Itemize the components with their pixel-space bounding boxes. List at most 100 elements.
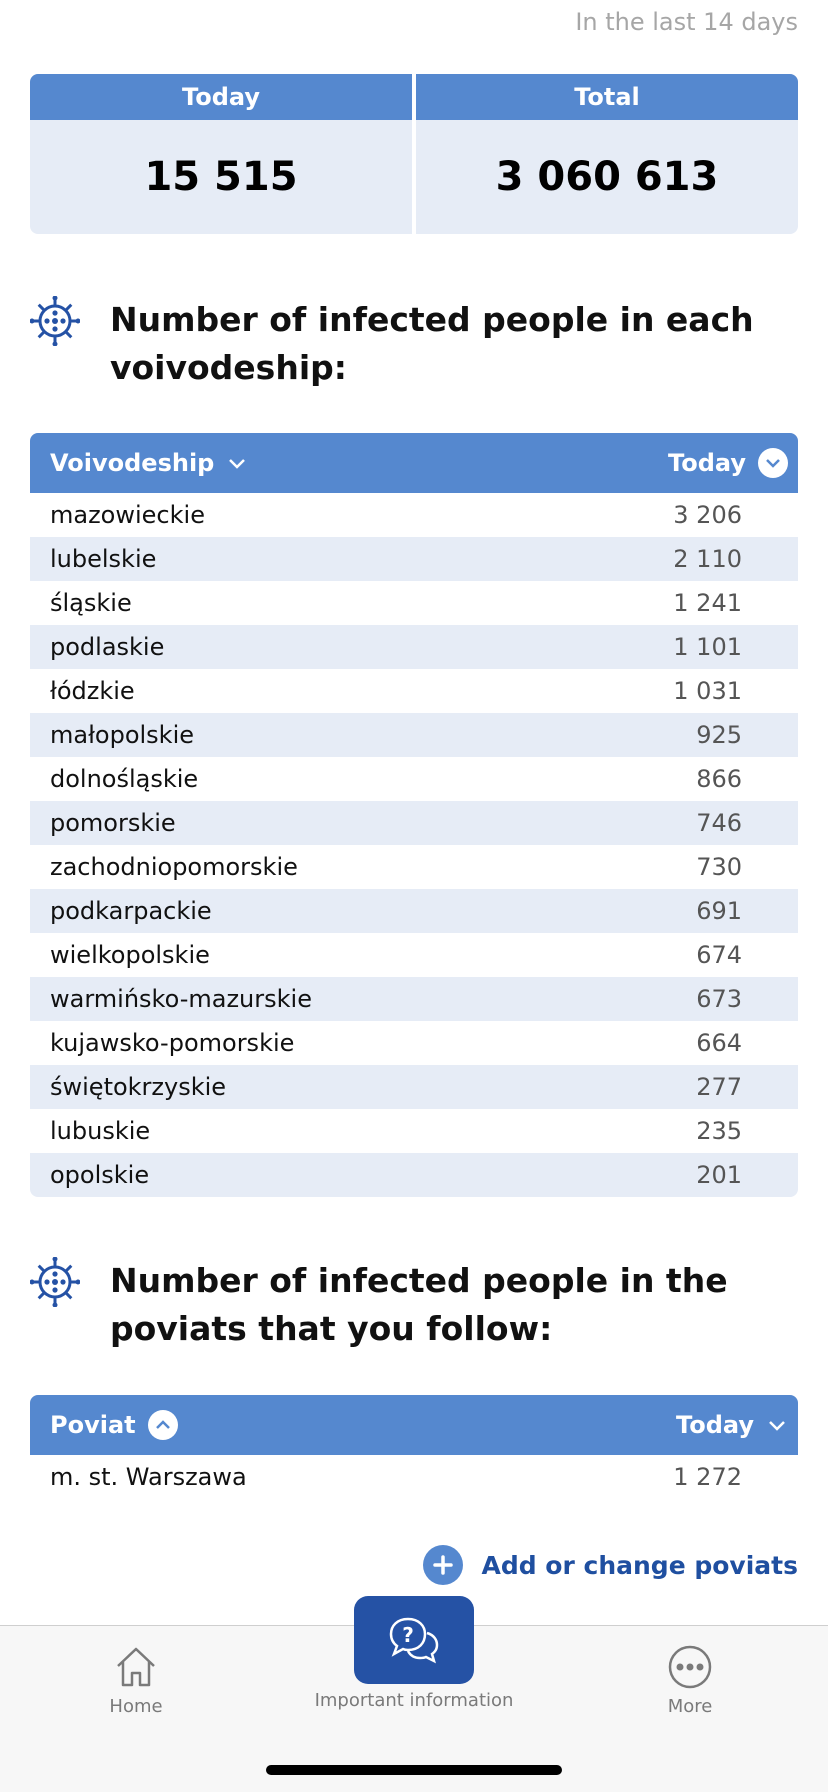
row-name: świętokrzyskie (50, 1073, 227, 1101)
poviat-table: Poviat Today m. st. Warszawa 1 272 (30, 1395, 798, 1499)
voivodeship-table: Voivodeship Today mazowieckie 3 206 lubel… (30, 433, 798, 1197)
row-value: 201 (696, 1161, 742, 1189)
period-label: In the last 14 days (575, 8, 798, 36)
row-value: 235 (696, 1117, 742, 1145)
poviat-rows: m. st. Warszawa 1 272 (30, 1455, 798, 1499)
row-value: 1 241 (673, 589, 742, 617)
poviat-section-title: Number of infected people in the poviats… (110, 1261, 728, 1348)
voivodeship-table-header: Voivodeship Today (30, 433, 798, 493)
table-row: lubelskie 2 110 (30, 537, 798, 581)
row-value: 673 (696, 985, 742, 1013)
row-name: mazowieckie (50, 501, 205, 529)
total-value: 3 060 613 (416, 120, 798, 234)
row-name: wielkopolskie (50, 941, 210, 969)
virus-icon (30, 296, 80, 346)
table-row: lubuskie 235 (30, 1109, 798, 1153)
voivodeship-rows: mazowieckie 3 206 lubelskie 2 110 śląskie 1… (30, 493, 798, 1197)
row-name: kujawsko-pomorskie (50, 1029, 295, 1057)
row-name: lubelskie (50, 545, 157, 573)
row-value: 1 101 (673, 633, 742, 661)
today-stat: Today 15 515 (30, 74, 412, 234)
poviat-column-label: Poviat (50, 1411, 136, 1439)
table-row: podkarpackie 691 (30, 889, 798, 933)
table-row: opolskie 201 (30, 1153, 798, 1197)
add-poviats-button[interactable]: Add or change poviats (423, 1545, 798, 1585)
row-value: 1 031 (673, 677, 742, 705)
table-row: warmińsko-mazurskie 673 (30, 977, 798, 1021)
table-row: śląskie 1 241 (30, 581, 798, 625)
chevron-down-icon (766, 459, 780, 468)
table-row: kujawsko-pomorskie 664 (30, 1021, 798, 1065)
voivodeship-column-label: Voivodeship (50, 449, 215, 477)
table-row: małopolskie 925 (30, 713, 798, 757)
row-name: lubuskie (50, 1117, 151, 1145)
row-name: śląskie (50, 589, 132, 617)
today-label: Today (30, 74, 412, 120)
virus-icon (30, 1257, 80, 1307)
row-value: 866 (696, 765, 742, 793)
row-name: m. st. Warszawa (50, 1463, 247, 1491)
tab-info-label: Important information (314, 1690, 514, 1711)
row-value: 664 (696, 1029, 742, 1057)
row-name: łódzkie (50, 677, 135, 705)
chevron-down-icon (229, 459, 246, 469)
row-name: opolskie (50, 1161, 150, 1189)
tab-important-information[interactable]: ? Important information (300, 1596, 528, 1711)
table-row: wielkopolskie 674 (30, 933, 798, 977)
tab-more-label: More (667, 1696, 713, 1717)
voivodeship-section-header: Number of infected people in each voivod… (30, 296, 798, 392)
row-value: 2 110 (673, 545, 742, 573)
poviat-table-header: Poviat Today (30, 1395, 798, 1455)
row-value: 925 (696, 721, 742, 749)
row-value: 691 (696, 897, 742, 925)
tab-bar: Home ? Important information More (0, 1596, 828, 1792)
today-column-label: Today (668, 449, 746, 477)
chat-question-icon: ? (389, 1617, 439, 1664)
sort-active-indicator (758, 448, 788, 478)
table-row: świętokrzyskie 277 (30, 1065, 798, 1109)
plus-icon (423, 1545, 464, 1585)
table-row: podlaskie 1 101 (30, 625, 798, 669)
row-name: warmińsko-mazurskie (50, 985, 312, 1013)
table-row: zachodniopomorskie 730 (30, 845, 798, 889)
row-value: 277 (696, 1073, 742, 1101)
voivodeship-section-title: Number of infected people in each voivod… (110, 300, 754, 387)
row-value: 746 (696, 809, 742, 837)
table-row: dolnośląskie 866 (30, 757, 798, 801)
sort-by-today[interactable]: Today (668, 448, 788, 478)
table-row: pomorskie 746 (30, 801, 798, 845)
row-value: 1 272 (673, 1463, 742, 1491)
row-name: podkarpackie (50, 897, 212, 925)
sort-active-indicator (147, 1410, 178, 1440)
row-name: zachodniopomorskie (50, 853, 298, 881)
tab-more[interactable]: More (640, 1644, 740, 1717)
table-row: łódzkie 1 031 (30, 669, 798, 713)
tab-home-label: Home (109, 1696, 163, 1717)
today-column-label: Today (676, 1411, 754, 1439)
row-value: 674 (696, 941, 742, 969)
row-name: dolnośląskie (50, 765, 199, 793)
svg-text:?: ? (402, 1623, 414, 1647)
chevron-up-icon (155, 1420, 170, 1429)
total-stat: Total 3 060 613 (416, 74, 798, 234)
important-information-button[interactable]: ? (354, 1596, 474, 1684)
sort-by-voivodeship[interactable]: Voivodeship (50, 449, 248, 477)
row-name: małopolskie (50, 721, 195, 749)
chevron-down-icon (769, 1421, 785, 1431)
today-value: 15 515 (30, 120, 412, 234)
sort-by-poviat[interactable]: Poviat (50, 1410, 178, 1440)
row-name: podlaskie (50, 633, 165, 661)
row-value: 730 (696, 853, 742, 881)
sort-by-today-poviat[interactable]: Today (676, 1411, 788, 1439)
row-value: 3 206 (673, 501, 742, 529)
home-icon (117, 1647, 155, 1687)
add-poviats-label: Add or change poviats (481, 1550, 798, 1580)
total-label: Total (416, 74, 798, 120)
home-indicator (266, 1765, 562, 1775)
more-icon (668, 1645, 712, 1689)
poviat-section-header: Number of infected people in the poviats… (30, 1257, 798, 1353)
table-row: m. st. Warszawa 1 272 (30, 1455, 798, 1499)
summary-stats: Today 15 515 Total 3 060 613 (30, 74, 798, 234)
tab-home[interactable]: Home (86, 1644, 186, 1717)
row-name: pomorskie (50, 809, 176, 837)
